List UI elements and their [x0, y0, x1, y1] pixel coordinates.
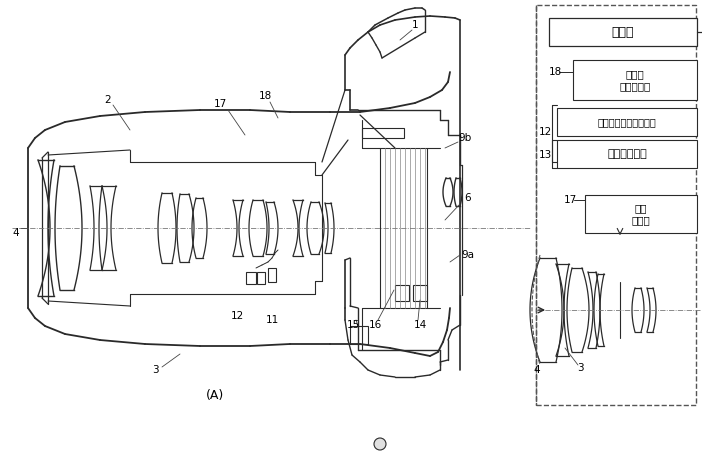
- Text: (A): (A): [206, 389, 224, 401]
- Bar: [257, 272, 265, 284]
- Bar: [350, 326, 368, 344]
- Text: 18: 18: [548, 67, 562, 77]
- Bar: [573, 60, 697, 100]
- Bar: [557, 140, 697, 168]
- Text: 3: 3: [152, 365, 159, 375]
- Text: 2: 2: [105, 95, 112, 105]
- Text: 4: 4: [534, 365, 541, 375]
- Bar: [413, 285, 427, 301]
- Bar: [268, 268, 276, 282]
- Text: 17: 17: [564, 195, 576, 205]
- Text: 9b: 9b: [458, 133, 472, 143]
- Bar: [557, 108, 697, 136]
- Text: 16: 16: [369, 320, 382, 330]
- Bar: [362, 128, 404, 138]
- Text: 13: 13: [538, 150, 552, 160]
- Circle shape: [374, 438, 386, 450]
- Text: 14: 14: [413, 320, 427, 330]
- Text: 1: 1: [411, 20, 418, 30]
- Text: 12: 12: [230, 311, 244, 321]
- Text: 4: 4: [13, 228, 20, 238]
- Text: 9a: 9a: [461, 250, 475, 260]
- Text: レンズシステム制御部: レンズシステム制御部: [597, 117, 656, 127]
- Bar: [536, 5, 696, 405]
- Text: 15: 15: [346, 320, 359, 330]
- Text: 3: 3: [576, 363, 583, 373]
- Bar: [585, 195, 697, 233]
- Text: 6: 6: [465, 193, 471, 203]
- Text: 12: 12: [538, 127, 552, 137]
- Text: 第１
防振部: 第１ 防振部: [632, 203, 650, 225]
- Bar: [246, 272, 256, 284]
- Text: 17: 17: [213, 99, 227, 109]
- Text: 18: 18: [258, 91, 272, 101]
- Text: 第２の
振れ検知部: 第２の 振れ検知部: [619, 69, 651, 91]
- Text: レンズ駆動部: レンズ駆動部: [607, 149, 647, 159]
- Bar: [395, 285, 409, 301]
- Text: レンズ: レンズ: [611, 25, 634, 38]
- Bar: [549, 18, 697, 46]
- Text: 11: 11: [265, 315, 279, 325]
